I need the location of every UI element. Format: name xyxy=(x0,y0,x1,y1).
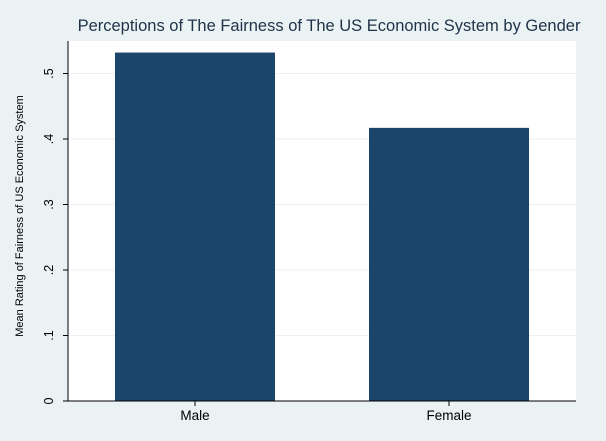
chart-title: Perceptions of The Fairness of The US Ec… xyxy=(78,17,581,35)
x-tick-label: Female xyxy=(426,408,471,423)
y-tick-label: 0 xyxy=(42,397,56,404)
y-tick-label: .2 xyxy=(42,265,56,275)
y-tick-label: .5 xyxy=(42,68,56,78)
y-tick-label: .4 xyxy=(42,134,56,144)
y-tick-label: .1 xyxy=(42,330,56,340)
y-axis-title: Mean Rating of Fairness of US Economic S… xyxy=(14,95,26,336)
y-tick-label: .3 xyxy=(42,199,56,209)
x-axis-ticks: Male Female xyxy=(180,401,472,423)
bar-male xyxy=(114,52,276,401)
y-axis-ticks: 0 .1 .2 .3 .4 .5 xyxy=(42,68,68,404)
bar-female xyxy=(368,127,530,402)
bars xyxy=(114,52,530,402)
x-tick-label: Male xyxy=(180,408,209,423)
